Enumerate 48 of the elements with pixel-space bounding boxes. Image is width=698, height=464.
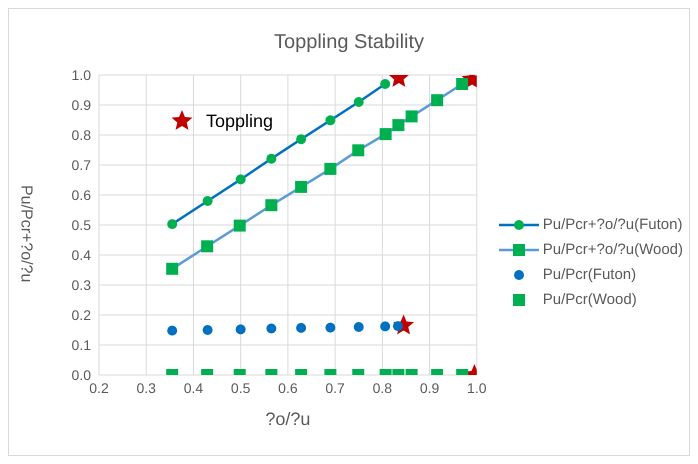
legend-label: Pu/Pcr+?o/?u(Wood) [542,241,683,258]
y-tick-label: 0.5 [72,216,92,233]
point [406,110,418,122]
x-tick-label: 0.4 [184,380,204,396]
point [392,119,404,132]
point [352,144,364,156]
legend-label: Pu/Pcr(Wood) [542,291,637,308]
point [354,97,364,107]
point [265,199,278,212]
point [236,174,246,184]
x-tick-label: 0.5 [230,380,251,396]
y-tick-label: 0.1 [72,336,92,353]
x-tick-label: 1.0 [467,380,487,396]
y-tick-label: 0.7 [72,156,92,173]
y-tick-label: 0.3 [72,276,92,293]
x-tick-label: 0.6 [278,380,298,396]
y-tick-label: 1.0 [72,66,92,83]
point [456,78,468,90]
x-tick-label: 0.3 [136,380,156,396]
x-tick-label: 0.7 [325,380,346,396]
y-tick-label: 0.0 [72,366,92,383]
point [295,180,308,193]
point [234,220,246,232]
chart-title: Toppling Stability [272,31,426,54]
point [167,219,178,230]
x-tick-label: 0.9 [420,380,440,396]
y-tick-label: 0.8 [72,126,92,143]
point [201,240,214,252]
point [202,196,213,206]
point [296,134,306,144]
y-axis-title: Pu/Pcr+?o/?u [17,185,34,282]
y-tick-label: 0.2 [72,306,92,323]
point [380,128,392,140]
y-tick-label: 0.9 [72,96,92,113]
x-tick-label: 0.2 [89,380,109,396]
point [325,115,336,126]
y-tick-label: 0.4 [72,246,92,263]
legend-label: Pu/Pcr(Futon) [542,266,636,283]
x-tick-label: 0.8 [372,380,392,396]
point [380,79,390,89]
point [166,262,178,275]
point [431,94,444,106]
legend-label: Toppling [206,111,274,131]
y-tick-label: 0.6 [72,186,92,203]
x-axis-title: ?o/?u [265,409,310,429]
legend-label: Pu/Pcr+?o/?u(Futon) [542,216,682,233]
point [266,154,276,164]
point [324,162,336,175]
